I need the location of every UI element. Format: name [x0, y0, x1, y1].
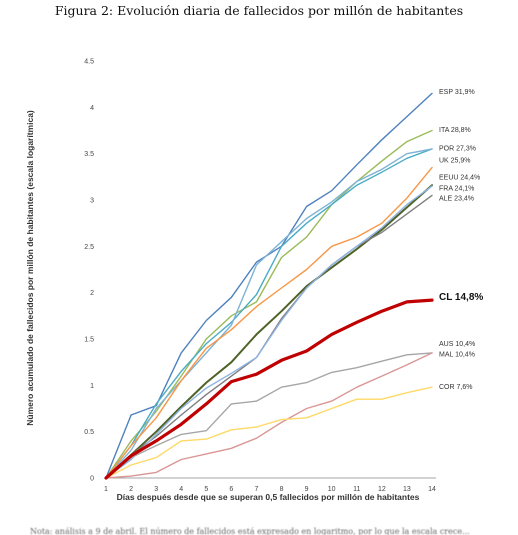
- series-line-fra: [105, 184, 433, 479]
- y-axis-title: Número acumulado de fallecidos por milló…: [25, 110, 35, 426]
- x-tick-label: 5: [204, 486, 208, 493]
- y-tick-label: 4: [90, 105, 94, 112]
- label-por: POR 27,3%: [439, 146, 476, 153]
- x-tick-label: 9: [305, 486, 309, 493]
- series-line-por: [105, 148, 433, 479]
- y-tick-label: 3.5: [84, 151, 94, 158]
- figure-title: Figura 2: Evolución diaria de fallecidos…: [54, 3, 464, 18]
- x-tick-label: 3: [154, 486, 158, 493]
- y-tick-label: 0: [90, 476, 94, 483]
- x-tick-label: 1: [104, 486, 108, 493]
- y-tick-label: 1.5: [84, 337, 94, 344]
- label-esp: ESP 31,9%: [439, 89, 475, 96]
- series-lines: [104, 92, 434, 480]
- series-line-cl: [104, 298, 434, 480]
- label-fra: FRA 24,1%: [439, 185, 474, 192]
- series-line-esp: [105, 92, 433, 479]
- y-tick-label: 2: [90, 290, 94, 297]
- label-cor: COR 7,6%: [439, 384, 472, 391]
- series-labels: ESP 31,9% ITA 28,8% POR 27,3% UK 25,9% EEUU …: [439, 89, 483, 391]
- series-line-uk: [105, 148, 433, 479]
- x-tick-label: 7: [255, 486, 259, 493]
- label-cl: CL 14,8%: [439, 292, 483, 303]
- x-tick-label: 13: [403, 486, 411, 493]
- label-eeuu: EEUU 24,4%: [439, 174, 480, 181]
- label-ale: ALE 23,4%: [439, 196, 474, 203]
- axes: 00.511.522.533.544.51 2 3 4 5 6 7 8 9 10 11 12 13 14: [84, 59, 436, 493]
- series-line-ita: [105, 129, 433, 479]
- x-tick-label: 6: [229, 486, 233, 493]
- x-axis-title: Días después desde que se superan 0,5 fa…: [117, 492, 420, 502]
- y-tick-label: 1: [90, 383, 94, 390]
- x-tick-label: 10: [328, 486, 336, 493]
- x-tick-label: 4: [179, 486, 183, 493]
- series-line-cor: [105, 386, 433, 479]
- x-tick-label: 8: [280, 486, 284, 493]
- label-uk: UK 25,9%: [439, 158, 471, 165]
- series-line-aus: [105, 352, 433, 479]
- x-tick-label: 14: [428, 486, 436, 493]
- label-mal: MAL 10,4%: [439, 351, 475, 358]
- label-ita: ITA 28,8%: [439, 127, 471, 134]
- x-tick-label: 12: [378, 486, 386, 493]
- y-tick-label: 4.5: [84, 59, 94, 66]
- y-tick-label: 2.5: [84, 244, 94, 251]
- series-line-gray: [105, 185, 433, 479]
- x-tick-label: 2: [129, 486, 133, 493]
- figure-footnote: Nota: análisis a 9 de abril. El número d…: [30, 527, 470, 535]
- label-aus: AUS 10,4%: [439, 341, 475, 348]
- y-tick-label: 0.5: [84, 429, 94, 436]
- x-tick-label: 11: [353, 486, 360, 493]
- series-line-mal: [105, 352, 433, 479]
- y-tick-label: 3: [90, 198, 94, 205]
- series-line-eeuu: [105, 166, 433, 479]
